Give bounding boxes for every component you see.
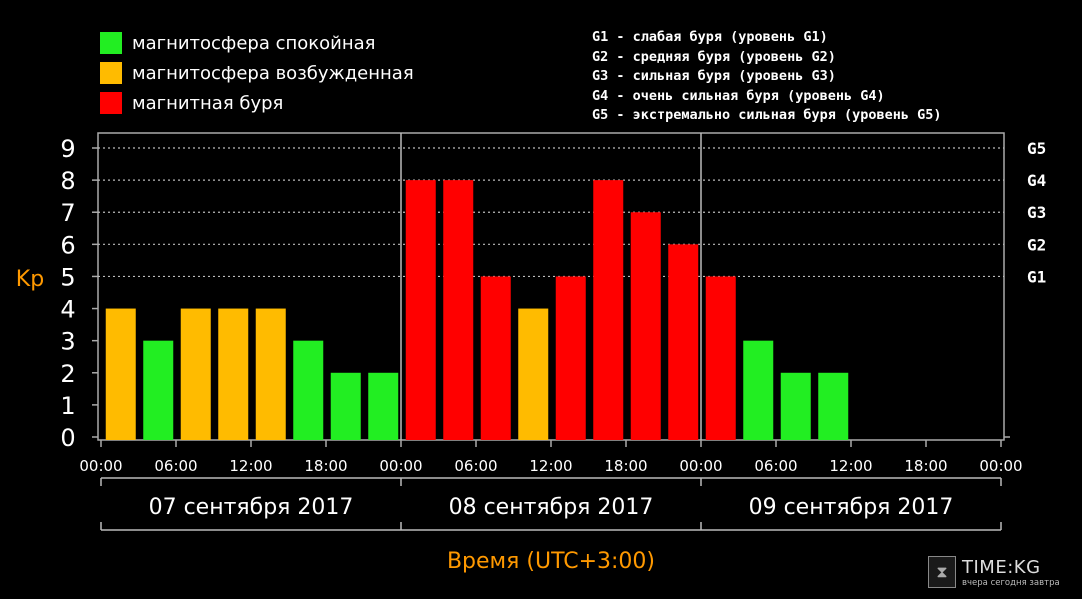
kp-bar — [143, 340, 174, 440]
kp-bar — [368, 372, 399, 440]
legend-item-quiet: магнитосфера спокойная — [100, 28, 414, 58]
watermark: ⧗ TIME:KG вчера сегодня завтра — [928, 556, 1060, 588]
legend-label-quiet: магнитосфера спокойная — [132, 32, 376, 54]
x-axis-label: Время (UTC+3:00) — [447, 549, 655, 574]
x-tick-label: 06:00 — [754, 457, 797, 475]
g-level-label: G2 — [1027, 235, 1046, 254]
g-legend-item-g4: G4 - очень сильная буря (уровень G4) — [592, 87, 885, 104]
g-level-legend: G1 - слабая буря (уровень G1) G2 - средн… — [592, 28, 942, 126]
kp-bar — [293, 340, 324, 440]
x-tick-label: 00:00 — [979, 457, 1022, 475]
kp-bar — [705, 276, 736, 440]
legend-label-excited: магнитосфера возбужденная — [132, 62, 414, 84]
y-tick-label: 5 — [60, 263, 75, 291]
legend-swatch-excited — [100, 62, 122, 84]
kp-bar — [668, 244, 699, 440]
g-legend-item-g3: G3 - сильная буря (уровень G3) — [592, 68, 836, 84]
kp-bar — [555, 276, 586, 440]
day-label: 08 сентября 2017 — [449, 495, 654, 520]
watermark-title: TIME:KG — [962, 556, 1041, 578]
g-level-label: G3 — [1027, 203, 1046, 222]
x-tick-label: 18:00 — [604, 457, 647, 475]
kp-bar — [593, 180, 624, 440]
g-legend-item-g1: G1 - слабая буря (уровень G1) — [592, 29, 828, 45]
kp-bar — [105, 308, 136, 440]
day-label: 07 сентября 2017 — [149, 495, 354, 520]
kp-bar — [180, 308, 211, 440]
g-level-label: G4 — [1027, 171, 1046, 190]
y-tick-label: 1 — [60, 392, 75, 420]
legend: магнитосфера спокойная магнитосфера возб… — [100, 28, 414, 118]
watermark-subtitle: вчера сегодня завтра — [962, 577, 1060, 588]
g-legend-item-g2: G2 - средняя буря (уровень G2) — [592, 48, 836, 65]
kp-bar — [630, 212, 661, 440]
hourglass-icon: ⧗ — [928, 556, 956, 588]
legend-item-storm: магнитная буря — [100, 88, 414, 118]
y-axis-label: Kp — [16, 267, 44, 292]
legend-swatch-quiet — [100, 32, 122, 54]
x-tick-label: 06:00 — [154, 457, 197, 475]
y-tick-label: 9 — [60, 135, 75, 163]
g-level-label: G5 — [1027, 139, 1046, 158]
kp-bar — [218, 308, 249, 440]
y-tick-label: 8 — [60, 167, 75, 195]
x-tick-label: 18:00 — [904, 457, 947, 475]
kp-bar — [780, 372, 811, 440]
kp-bar — [818, 372, 849, 440]
kp-bar — [330, 372, 361, 440]
kp-bar — [443, 180, 474, 440]
y-tick-label: 4 — [60, 296, 75, 324]
day-label: 09 сентября 2017 — [749, 495, 954, 520]
x-tick-label: 12:00 — [529, 457, 572, 475]
x-tick-label: 00:00 — [679, 457, 722, 475]
x-tick-label: 12:00 — [829, 457, 872, 475]
legend-item-excited: магнитосфера возбужденная — [100, 58, 414, 88]
x-tick-label: 06:00 — [454, 457, 497, 475]
kp-bar — [480, 276, 511, 440]
x-tick-label: 00:00 — [79, 457, 122, 475]
kp-bar — [518, 308, 549, 440]
kp-bar — [255, 308, 286, 440]
y-tick-label: 0 — [60, 424, 75, 452]
kp-bar — [743, 340, 774, 440]
x-tick-label: 00:00 — [379, 457, 422, 475]
kp-bar — [405, 180, 436, 440]
x-tick-label: 12:00 — [229, 457, 272, 475]
legend-swatch-storm — [100, 92, 122, 114]
y-tick-label: 2 — [60, 360, 75, 388]
y-tick-label: 6 — [60, 231, 75, 259]
legend-label-storm: магнитная буря — [132, 92, 284, 114]
x-tick-label: 18:00 — [304, 457, 347, 475]
y-tick-label: 7 — [60, 199, 75, 227]
y-tick-label: 3 — [60, 328, 75, 356]
g-legend-item-g5: G5 - экстремально сильная буря (уровень … — [592, 107, 942, 123]
g-level-label: G1 — [1027, 267, 1046, 286]
